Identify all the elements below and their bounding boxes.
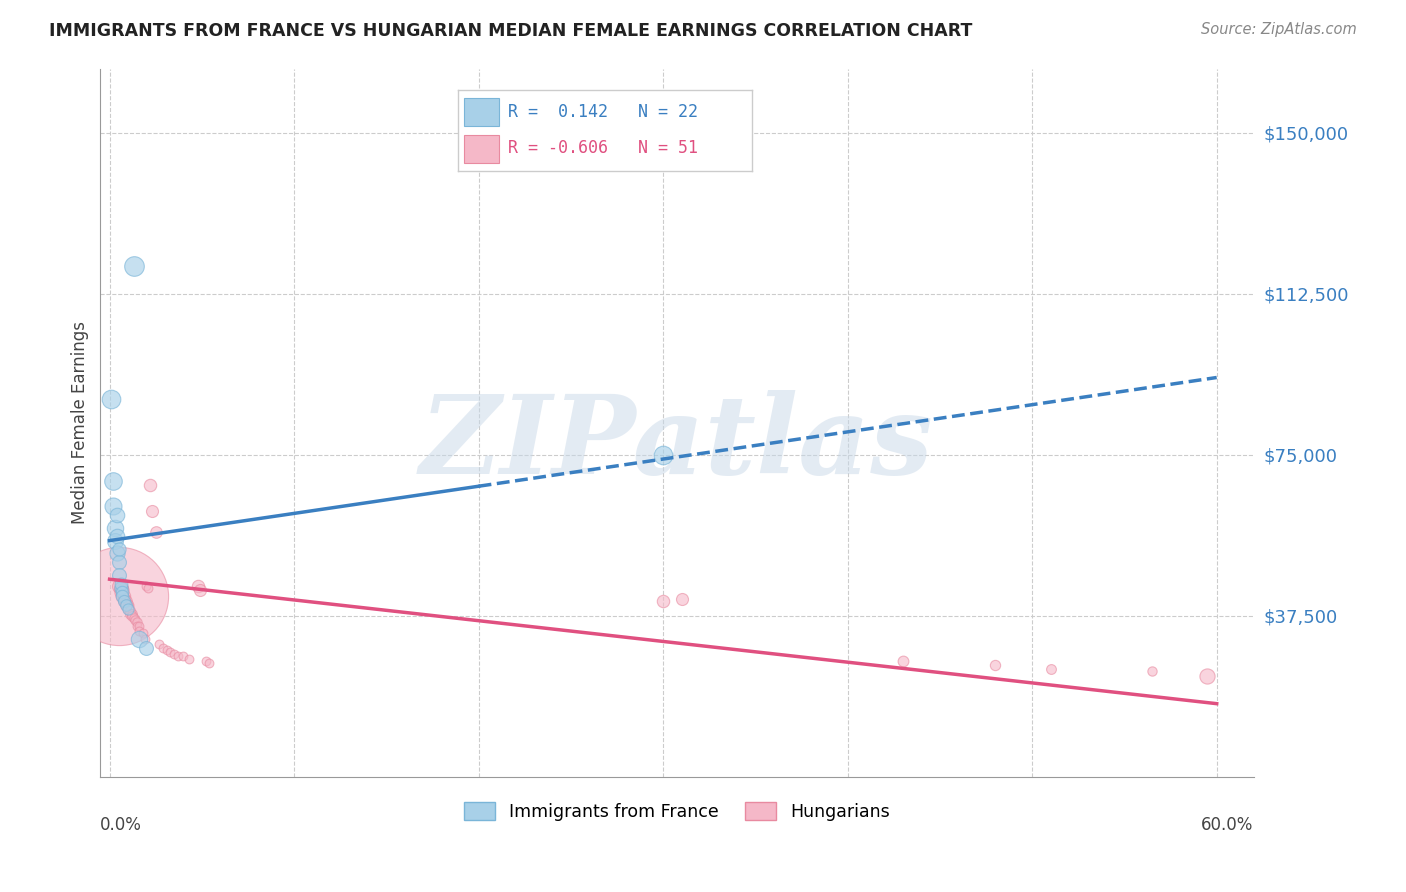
Text: Source: ZipAtlas.com: Source: ZipAtlas.com xyxy=(1201,22,1357,37)
Point xyxy=(117,602,139,616)
Point xyxy=(159,645,181,659)
Point xyxy=(128,619,150,633)
Point xyxy=(105,508,128,522)
Point xyxy=(103,500,125,514)
Point xyxy=(198,656,221,670)
Point xyxy=(652,593,675,607)
Point xyxy=(118,604,141,618)
Point xyxy=(671,591,693,606)
Point xyxy=(118,607,141,621)
Point xyxy=(121,607,143,621)
Point xyxy=(117,600,139,615)
Point xyxy=(110,585,132,599)
Text: 0.0%: 0.0% xyxy=(100,815,142,833)
Point xyxy=(124,613,146,627)
Point xyxy=(110,576,132,591)
Point xyxy=(115,598,138,612)
Point xyxy=(156,643,179,657)
Text: IMMIGRANTS FROM FRANCE VS HUNGARIAN MEDIAN FEMALE EARNINGS CORRELATION CHART: IMMIGRANTS FROM FRANCE VS HUNGARIAN MEDI… xyxy=(49,22,973,40)
Point xyxy=(891,654,914,668)
Point xyxy=(128,632,150,647)
Point xyxy=(1140,665,1163,679)
Legend: Immigrants from France, Hungarians: Immigrants from France, Hungarians xyxy=(457,796,897,828)
Point xyxy=(112,591,135,606)
Point xyxy=(127,615,149,629)
Point xyxy=(105,546,128,560)
Point xyxy=(111,585,134,599)
Point xyxy=(141,503,163,517)
Point xyxy=(103,474,125,488)
Point xyxy=(117,602,139,616)
Point xyxy=(110,581,132,595)
Point xyxy=(188,582,211,597)
Point xyxy=(115,596,138,610)
Point xyxy=(187,579,209,593)
Point xyxy=(163,648,186,662)
Point xyxy=(117,598,139,612)
Point xyxy=(100,392,122,406)
Point xyxy=(107,579,129,593)
Point xyxy=(111,582,134,597)
Point xyxy=(177,651,200,665)
Point xyxy=(107,542,129,557)
Point xyxy=(104,521,127,535)
Point xyxy=(121,608,143,623)
Point xyxy=(984,658,1007,673)
Point xyxy=(105,529,128,543)
Text: ZIPatlas: ZIPatlas xyxy=(420,390,934,498)
Point xyxy=(115,593,138,607)
Point xyxy=(122,259,145,273)
Point xyxy=(104,533,127,548)
Text: 60.0%: 60.0% xyxy=(1201,815,1254,833)
Point xyxy=(136,581,159,595)
Y-axis label: Median Female Earnings: Median Female Earnings xyxy=(72,321,89,524)
Point xyxy=(127,619,149,633)
Point xyxy=(145,524,167,539)
Point xyxy=(112,590,135,604)
Point xyxy=(132,625,155,640)
Point xyxy=(172,649,194,664)
Point xyxy=(122,611,145,625)
Point xyxy=(112,593,135,607)
Point xyxy=(134,632,156,647)
Point xyxy=(1039,662,1062,676)
Point xyxy=(128,624,150,638)
Point xyxy=(107,568,129,582)
Point xyxy=(107,590,129,604)
Point xyxy=(152,640,174,655)
Point xyxy=(166,649,188,664)
Point xyxy=(111,590,134,604)
Point xyxy=(111,590,134,604)
Point xyxy=(135,579,157,593)
Point xyxy=(1197,669,1219,683)
Point xyxy=(139,477,162,491)
Point xyxy=(110,581,132,595)
Point xyxy=(194,654,217,668)
Point xyxy=(112,593,135,607)
Point xyxy=(115,598,138,612)
Point xyxy=(652,448,675,462)
Point xyxy=(135,640,157,655)
Point xyxy=(107,555,129,569)
Point xyxy=(148,637,170,651)
